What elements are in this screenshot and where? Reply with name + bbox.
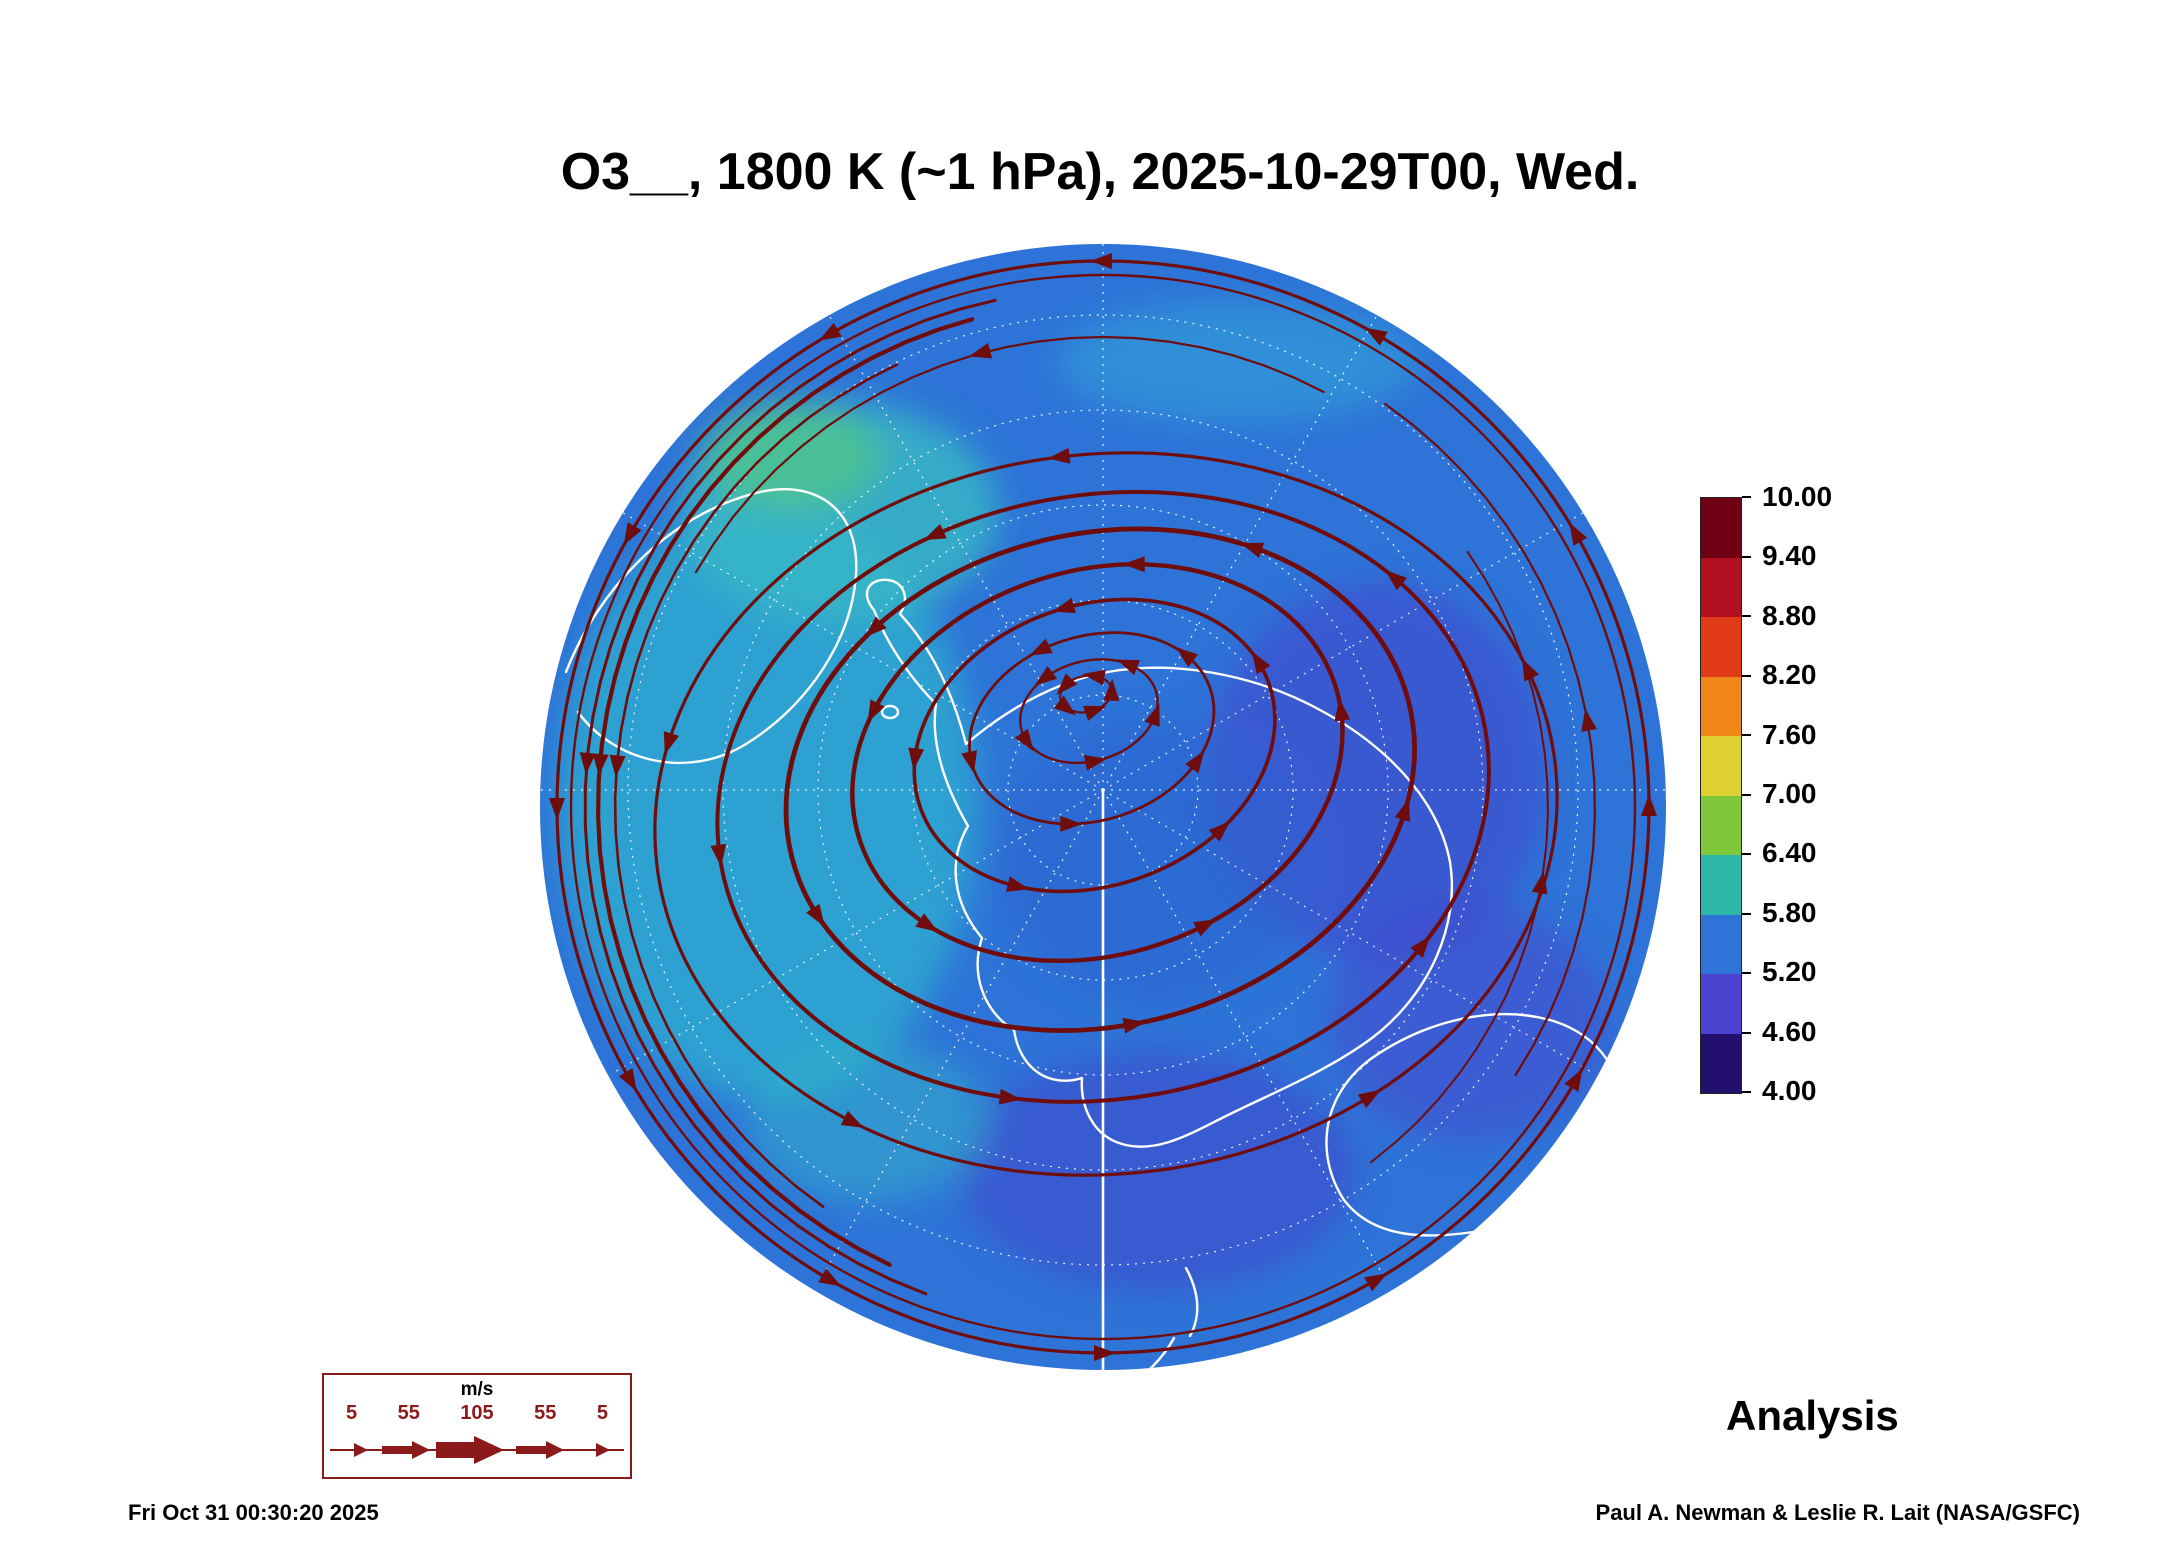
- colorbar-tick-label: 7.60: [1762, 718, 1817, 750]
- colorbar-tick: [1742, 972, 1751, 974]
- colorbar-tick: [1742, 674, 1751, 677]
- colorbar-segment: [1701, 736, 1741, 796]
- wind-scale-arrow: [330, 1436, 624, 1464]
- wind-speed-label: 5: [346, 1402, 358, 1424]
- coast-africa: [1364, 258, 1628, 339]
- colorbar-tick-label: 7.00: [1762, 777, 1817, 809]
- colorbar-segment: [1701, 914, 1741, 974]
- colorbar-tick: [1742, 853, 1751, 855]
- colorbar-segment: [1701, 855, 1741, 915]
- wind-speed-legend: m/s 5 55 105 55 5: [322, 1373, 632, 1479]
- colorbar-tick-label: 5.80: [1762, 896, 1817, 928]
- colorbar-tick-label: 8.80: [1762, 599, 1817, 631]
- colorbar-tick-label: 8.20: [1762, 659, 1817, 691]
- wind-streamlines: [549, 253, 1657, 1361]
- colorbar-tick-marks: [1742, 496, 1751, 1093]
- colorbar-segment: [1701, 676, 1741, 736]
- coast-tasmania: [1424, 1270, 1456, 1294]
- colorbar-tick-label: 5.20: [1762, 956, 1817, 988]
- coast-island: [880, 704, 900, 720]
- colorbar-segment: [1701, 498, 1741, 558]
- colorbar-segment: [1701, 1033, 1741, 1093]
- colorbar-segment: [1701, 617, 1741, 677]
- colorbar: [1700, 497, 1742, 1094]
- coast-new-zealand: [1126, 1266, 1199, 1370]
- colorbar-tick-label: 10.00: [1762, 481, 1833, 512]
- polar-map-svg: [540, 244, 1666, 1370]
- colorbar-tick: [1742, 793, 1751, 796]
- colorbar-tick: [1742, 1031, 1751, 1034]
- colorbar-tick: [1742, 615, 1751, 617]
- colorbar-tick: [1742, 555, 1751, 558]
- wind-speed-label: 5: [596, 1402, 608, 1424]
- colorbar-tick: [1742, 496, 1751, 498]
- colorbar-tick-label: 4.00: [1762, 1074, 1817, 1106]
- wind-speed-values: 5 55 105 55 5: [324, 1402, 630, 1425]
- colorbar-labels: 10.00 9.40 8.80 8.20 7.60 7.00 6.40 5.80…: [1762, 483, 1832, 1105]
- colorbar-tick-label: 6.40: [1762, 837, 1817, 869]
- colorbar-segment: [1701, 974, 1741, 1034]
- colorbar-segment: [1701, 795, 1741, 855]
- polar-map: [538, 242, 1668, 1372]
- credit-line: Paul A. Newman & Leslie R. Lait (NASA/GS…: [1595, 1500, 2080, 1525]
- wind-units-label: m/s: [460, 1379, 494, 1400]
- coast-south-america: [564, 488, 858, 765]
- colorbar-tick: [1742, 734, 1751, 736]
- colorbar-tick: [1742, 912, 1751, 915]
- coast-antarctica: [865, 578, 1454, 1148]
- ozone-field-patches: [558, 302, 1608, 1292]
- colorbar-tick-label: 9.40: [1762, 540, 1817, 572]
- wind-speed-label: 55: [397, 1402, 420, 1424]
- colorbar-tick: [1742, 1091, 1751, 1093]
- analysis-label: Analysis: [1726, 1392, 1899, 1439]
- plot-title: O3__, 1800 K (~1 hPa), 2025-10-29T00, We…: [560, 143, 1640, 201]
- colorbar-segment: [1701, 557, 1741, 617]
- generation-timestamp: Fri Oct 31 00:30:20 2025: [128, 1500, 379, 1525]
- wind-speed-label: 55: [534, 1402, 557, 1424]
- colorbar-tick-label: 4.60: [1762, 1015, 1817, 1047]
- wind-speed-label: 105: [460, 1402, 494, 1424]
